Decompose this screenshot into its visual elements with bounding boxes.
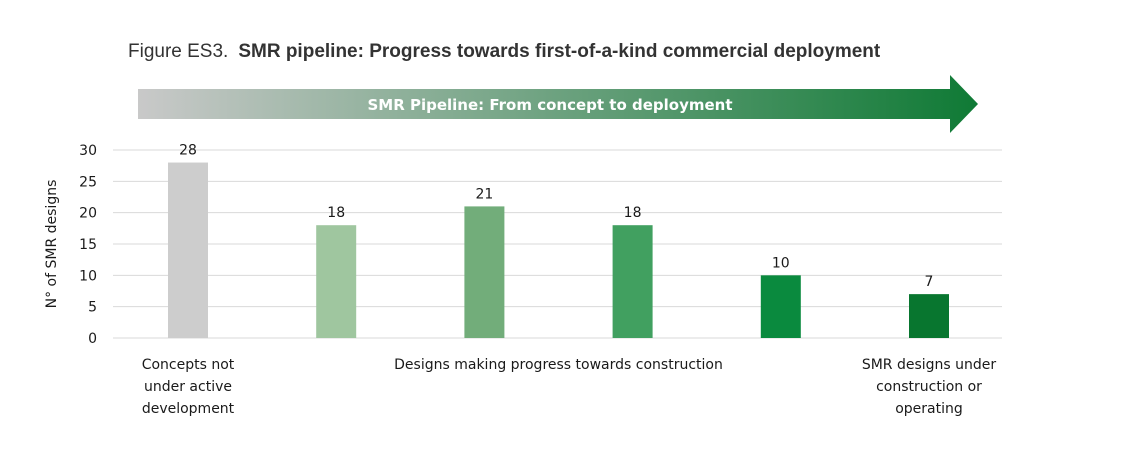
category-label-3: SMR designs under construction or operatin… [862,357,997,417]
chart-title: Figure ES3. SMR pipeline: Progress towar… [128,41,881,62]
title-prefix: Figure ES3. [128,41,228,62]
bar-value-label-5: 10 [772,255,790,271]
bars [168,162,949,338]
bar-value-label-1: 28 [179,143,197,159]
title-main: SMR pipeline: Progress towards first-of-… [238,41,881,62]
gridlines [113,149,1002,339]
y-axis-ticks: 0 5 10 15 20 25 30 [79,143,97,347]
y-tick-label: 15 [79,237,97,253]
y-axis-label: N° of SMR designs [44,180,60,309]
pipeline-arrow-label: SMR Pipeline: From concept to deployment [367,96,732,114]
pipeline-arrow-banner [138,75,978,133]
bar-6 [909,294,949,338]
bar-value-labels: 28 18 21 18 10 7 [179,143,933,291]
bar-5 [760,275,801,338]
bar-4 [612,225,653,338]
bar-2 [316,225,357,338]
bar-value-label-4: 18 [624,205,642,221]
category-label-line: Designs making progress towards construc… [394,357,723,373]
category-label-2: Designs making progress towards construc… [394,357,723,373]
category-label-line: development [142,401,235,417]
category-label-line: SMR designs under [862,357,997,373]
category-label-line: under active [144,379,232,395]
y-tick-label: 5 [88,300,97,316]
y-tick-label: 20 [79,206,97,222]
y-tick-label: 0 [88,331,97,347]
bar-value-label-6: 7 [925,274,934,290]
bar-value-label-3: 21 [475,186,493,202]
bar-value-label-2: 18 [327,205,345,221]
y-tick-label: 30 [79,143,97,159]
y-tick-label: 10 [79,268,97,284]
bar-3 [464,206,505,338]
category-labels: Concepts not under active development Desig… [142,357,997,417]
y-tick-label: 25 [79,174,97,190]
category-label-line: construction or [876,379,982,395]
category-label-line: operating [895,401,963,417]
category-label-line: Concepts not [142,357,235,373]
bar-1 [168,162,208,338]
category-label-1: Concepts not under active development [142,357,235,417]
